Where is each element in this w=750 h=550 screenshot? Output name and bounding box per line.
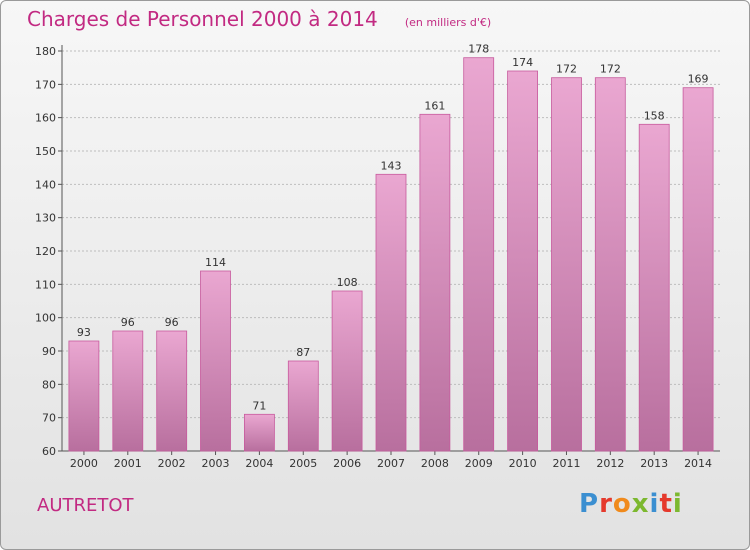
data-label-2006: 108 xyxy=(337,276,358,289)
x-tick-label-2006: 2006 xyxy=(333,457,361,470)
logo-letter: t xyxy=(659,489,673,519)
data-label-2005: 87 xyxy=(296,346,310,359)
x-tick-label-2008: 2008 xyxy=(421,457,449,470)
x-tick-label-2014: 2014 xyxy=(684,457,712,470)
chart-unit: (en milliers d'€) xyxy=(404,16,492,29)
y-tick-label: 140 xyxy=(35,178,56,191)
data-label-2011: 172 xyxy=(556,63,577,76)
bar-2004 xyxy=(243,413,275,452)
logo-letter: x xyxy=(631,489,650,519)
y-tick-label: 100 xyxy=(35,312,56,325)
y-tick-label: 180 xyxy=(35,45,56,58)
title-line: Charges de Personnel 2000 à 2014 (en mil… xyxy=(27,7,491,31)
y-tick-label: 70 xyxy=(42,412,56,425)
y-tick-label: 80 xyxy=(42,378,56,391)
bar-2003 xyxy=(200,270,231,452)
y-tick-label: 160 xyxy=(35,112,56,125)
x-tick-label-2009: 2009 xyxy=(465,457,493,470)
x-tick-label-2010: 2010 xyxy=(509,457,537,470)
data-label-2007: 143 xyxy=(381,159,402,172)
data-label-2004: 71 xyxy=(252,399,266,412)
axis-layer: 60 70 80 90 100 110 120 130 140 150 160 170 180 2000 2… xyxy=(35,45,720,470)
y-tick-label: 170 xyxy=(35,78,56,91)
logo-letter: i xyxy=(672,489,683,519)
x-tick-label-2007: 2007 xyxy=(377,457,405,470)
logo-letter: r xyxy=(599,489,613,519)
bar-2009 xyxy=(463,57,495,452)
x-tick-label-2005: 2005 xyxy=(289,457,317,470)
commune-name: AUTRETOT xyxy=(37,495,134,516)
x-tick-label-2004: 2004 xyxy=(245,457,273,470)
label-layer: 93 96 96 114 71 87 108 143 161 178 174 172 172 158 169 xyxy=(77,43,709,413)
bar-2001 xyxy=(112,330,144,452)
x-tick-label-2013: 2013 xyxy=(640,457,668,470)
bar-2000 xyxy=(68,340,100,452)
x-tick-label-2011: 2011 xyxy=(552,457,580,470)
data-label-2003: 114 xyxy=(205,256,226,269)
data-label-2002: 96 xyxy=(165,316,179,329)
logo-letter: o xyxy=(612,489,632,519)
data-label-2000: 93 xyxy=(77,326,91,339)
proxiti-logo: Proxiti xyxy=(579,489,683,519)
data-label-2010: 174 xyxy=(512,56,533,69)
logo-letter: P xyxy=(579,489,600,519)
y-tick-label: 60 xyxy=(42,445,56,458)
bar-2011 xyxy=(551,77,582,452)
x-tick-label-2012: 2012 xyxy=(596,457,624,470)
x-tick-label-2001: 2001 xyxy=(114,457,142,470)
bar-layer xyxy=(68,57,714,452)
data-label-2009: 178 xyxy=(468,43,489,56)
x-tick-label-2000: 2000 xyxy=(70,457,98,470)
data-label-2014: 169 xyxy=(688,73,709,86)
bar-2013 xyxy=(638,123,670,452)
y-tick-label: 130 xyxy=(35,212,56,225)
bar-2006 xyxy=(331,290,363,452)
logo-letter: i xyxy=(649,489,660,519)
data-label-2013: 158 xyxy=(644,109,665,122)
x-tick-label-2003: 2003 xyxy=(202,457,230,470)
x-tick-label-2002: 2002 xyxy=(158,457,186,470)
y-tick-label: 150 xyxy=(35,145,56,158)
bar-2008 xyxy=(419,113,451,452)
chart-title: Charges de Personnel 2000 à 2014 xyxy=(27,7,378,31)
y-tick-label: 110 xyxy=(35,278,56,291)
bar-2005 xyxy=(287,360,319,452)
data-label-2008: 161 xyxy=(424,99,445,112)
bar-2010 xyxy=(507,70,539,452)
data-label-2012: 172 xyxy=(600,63,621,76)
y-tick-label: 90 xyxy=(42,345,56,358)
bar-2012 xyxy=(594,77,626,452)
data-label-2001: 96 xyxy=(121,316,135,329)
bar-2002 xyxy=(156,330,188,452)
bar-2007 xyxy=(375,173,407,452)
bar-2014 xyxy=(682,87,714,452)
y-tick-label: 120 xyxy=(35,245,56,258)
